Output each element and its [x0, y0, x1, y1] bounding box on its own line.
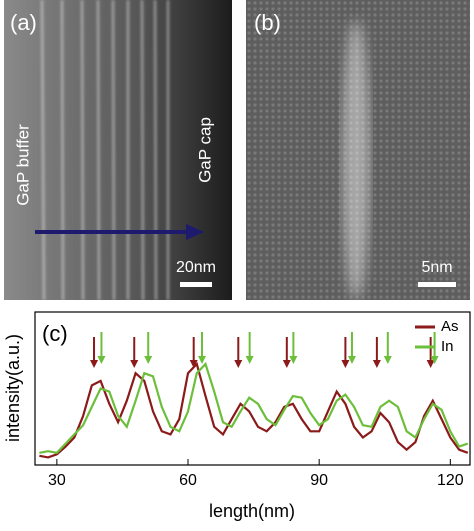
peak-arrow-head — [97, 356, 106, 364]
scale-bar-label: 5nm — [421, 259, 452, 276]
peak-arrow-head — [144, 356, 153, 364]
peak-arrow-head — [430, 356, 439, 364]
peak-arrow-head — [347, 356, 356, 364]
peak-arrow-head — [245, 356, 254, 364]
scale-bar — [180, 282, 212, 287]
x-axis-label: length(nm) — [209, 501, 295, 521]
peak-arrow-head — [289, 356, 298, 364]
panel-label: (a) — [10, 10, 37, 35]
arrow-head — [186, 224, 204, 240]
peak-arrow-head — [198, 356, 207, 364]
bright-layer — [342, 20, 370, 300]
x-tick-label: 90 — [310, 472, 328, 489]
panel-c: (c) length(nm) intensity(a.u.) 30 60 90 120… — [3, 311, 471, 521]
peak-arrow-head — [372, 360, 381, 368]
peak-arrow-head — [383, 356, 392, 364]
x-tick-label: 60 — [179, 472, 197, 489]
peak-arrow-head — [234, 360, 243, 368]
peak-arrow-head — [189, 360, 198, 368]
stripes — [40, 0, 170, 301]
panel-a: (a) GaP buffer GaP cap 20nm — [4, 0, 232, 301]
y-axis-label: intensity(a.u.) — [3, 334, 23, 442]
peak-arrow-head — [341, 360, 350, 368]
panel-label: (b) — [254, 10, 281, 35]
series-line — [39, 361, 469, 454]
peak-arrow-head — [282, 360, 291, 368]
scale-bar-label: 20nm — [176, 259, 216, 276]
layer-label: GaP buffer — [13, 124, 32, 206]
layer-label: GaP cap — [195, 117, 214, 183]
scale-bar — [418, 282, 456, 287]
plot-frame — [34, 311, 471, 466]
x-tick-label: 30 — [48, 472, 66, 489]
legend-label: As — [441, 318, 459, 335]
series-line — [39, 361, 469, 459]
panel-b: (b) 5nm — [246, 0, 470, 300]
peak-arrow-head — [90, 360, 99, 368]
x-tick-label: 120 — [437, 472, 464, 489]
legend-label: In — [441, 338, 454, 355]
peak-arrow-head — [130, 360, 139, 368]
peak-arrow-head — [426, 360, 435, 368]
panel-label: (c) — [42, 321, 68, 346]
